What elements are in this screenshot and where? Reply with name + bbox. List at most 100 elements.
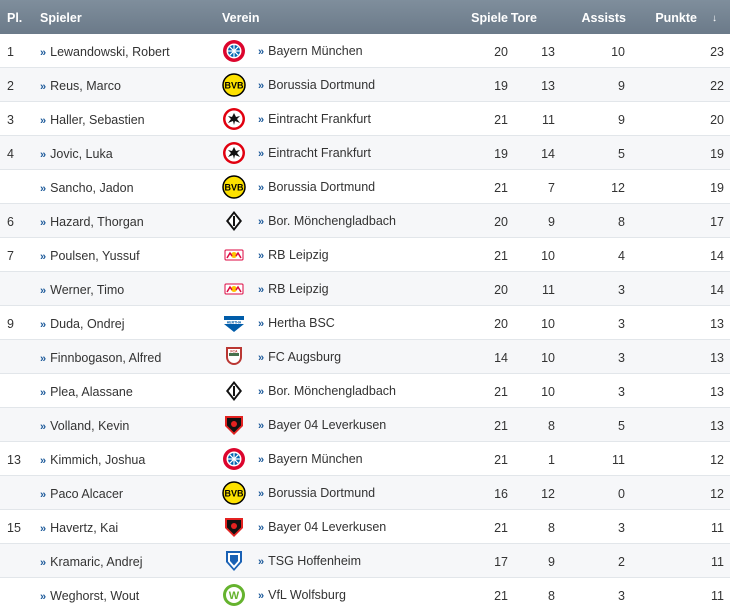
player-name[interactable]: Finnbogason, Alfred: [50, 351, 162, 365]
col-header-points[interactable]: Punkte: [655, 11, 697, 25]
games-cell: 21: [494, 249, 508, 263]
club-link[interactable]: » Borussia Dortmund: [258, 180, 375, 194]
goals-cell: 12: [541, 487, 555, 501]
goals-cell: 8: [548, 589, 555, 603]
club-name[interactable]: Bayer 04 Leverkusen: [268, 418, 387, 432]
club-name[interactable]: Bor. Mönchengladbach: [268, 384, 396, 398]
table-row: 3» Haller, Sebastien» Eintracht Frankfurt 2…: [0, 102, 730, 136]
club-link[interactable]: » Bor. Mönchengladbach: [258, 214, 396, 228]
svg-text:BVB: BVB: [224, 183, 244, 193]
player-link[interactable]: » Reus, Marco: [40, 79, 121, 93]
sort-desc-icon[interactable]: ↓: [712, 13, 717, 24]
club-name[interactable]: Hertha BSC: [268, 316, 335, 330]
club-name[interactable]: Bor. Mönchengladbach: [268, 214, 396, 228]
player-name[interactable]: Hazard, Thorgan: [50, 215, 144, 229]
col-header-player[interactable]: Spieler: [40, 11, 82, 25]
player-name[interactable]: Kramaric, Andrej: [50, 555, 143, 569]
eintracht-icon: [222, 107, 246, 131]
wolfsburg-icon: W: [222, 583, 246, 607]
player-name[interactable]: Poulsen, Yussuf: [50, 249, 140, 263]
player-link[interactable]: » Werner, Timo: [40, 283, 124, 297]
player-name[interactable]: Plea, Alassane: [50, 385, 133, 399]
player-name[interactable]: Volland, Kevin: [50, 419, 130, 433]
leipzig-icon: [222, 243, 246, 267]
club-name[interactable]: Eintracht Frankfurt: [268, 146, 371, 160]
club-name[interactable]: VfL Wolfsburg: [268, 588, 346, 602]
col-header-assists[interactable]: Assists: [581, 11, 626, 25]
player-link[interactable]: » Weghorst, Wout: [40, 589, 139, 603]
player-link[interactable]: » Volland, Kevin: [40, 419, 129, 433]
double-chevron-icon: »: [258, 522, 265, 534]
club-name[interactable]: FC Augsburg: [268, 350, 342, 364]
col-header-goals[interactable]: Tore: [510, 11, 537, 25]
club-link[interactable]: » Borussia Dortmund: [258, 78, 375, 92]
player-link[interactable]: » Havertz, Kai: [40, 521, 118, 535]
rank-cell: 13: [7, 453, 21, 467]
club-link[interactable]: » Eintracht Frankfurt: [258, 146, 371, 160]
player-name[interactable]: Kimmich, Joshua: [50, 453, 146, 467]
player-name[interactable]: Haller, Sebastien: [50, 113, 145, 127]
player-link[interactable]: » Paco Alcacer: [40, 487, 123, 501]
club-link[interactable]: » VfL Wolfsburg: [258, 588, 346, 602]
player-link[interactable]: » Plea, Alassane: [40, 385, 133, 399]
col-header-games[interactable]: Spiele: [471, 11, 508, 25]
player-name[interactable]: Weghorst, Wout: [50, 589, 140, 603]
col-header-rank[interactable]: Pl.: [7, 11, 23, 25]
player-name[interactable]: Sancho, Jadon: [50, 181, 134, 195]
player-link[interactable]: » Kimmich, Joshua: [40, 453, 145, 467]
club-link[interactable]: » Bayern München: [258, 452, 363, 466]
club-link[interactable]: » FC Augsburg: [258, 350, 341, 364]
table-row: » Plea, Alassane» Bor. Mönchengladbach 21 10…: [0, 374, 730, 408]
club-link[interactable]: » Bor. Mönchengladbach: [258, 384, 396, 398]
player-name[interactable]: Reus, Marco: [50, 79, 121, 93]
player-name[interactable]: Paco Alcacer: [50, 487, 124, 501]
table-header: Pl. Spieler Verein Spiele Tore Assists P…: [0, 0, 730, 34]
club-name[interactable]: Bayer 04 Leverkusen: [268, 520, 387, 534]
club-link[interactable]: » Hertha BSC: [258, 316, 335, 330]
club-link[interactable]: » Borussia Dortmund: [258, 486, 375, 500]
club-name[interactable]: Borussia Dortmund: [268, 180, 376, 194]
club-link[interactable]: » Bayer 04 Leverkusen: [258, 520, 386, 534]
club-link[interactable]: » RB Leipzig: [258, 248, 329, 262]
player-name[interactable]: Duda, Ondrej: [50, 317, 125, 331]
player-name[interactable]: Jovic, Luka: [50, 147, 113, 161]
player-link[interactable]: » Finnbogason, Alfred: [40, 351, 161, 365]
games-cell: 20: [494, 317, 508, 331]
club-name[interactable]: Borussia Dortmund: [268, 78, 376, 92]
player-link[interactable]: » Lewandowski, Robert: [40, 45, 170, 59]
games-cell: 20: [494, 283, 508, 297]
club-name[interactable]: Bayern München: [268, 452, 363, 466]
club-link[interactable]: » Eintracht Frankfurt: [258, 112, 371, 126]
goals-cell: 9: [548, 215, 555, 229]
player-name[interactable]: Havertz, Kai: [50, 521, 119, 535]
club-name[interactable]: Bayern München: [268, 44, 363, 58]
col-header-club[interactable]: Verein: [222, 11, 260, 25]
player-name[interactable]: Lewandowski, Robert: [50, 45, 170, 59]
games-cell: 17: [494, 555, 508, 569]
player-link[interactable]: » Hazard, Thorgan: [40, 215, 144, 229]
club-link[interactable]: » Bayern München: [258, 44, 363, 58]
table-row: 6» Hazard, Thorgan» Bor. Mönchengladbach 20…: [0, 204, 730, 238]
goals-cell: 13: [541, 79, 555, 93]
club-link[interactable]: » RB Leipzig: [258, 282, 329, 296]
club-name[interactable]: Eintracht Frankfurt: [268, 112, 371, 126]
club-link[interactable]: » Bayer 04 Leverkusen: [258, 418, 386, 432]
games-cell: 21: [494, 521, 508, 535]
club-name[interactable]: Borussia Dortmund: [268, 486, 376, 500]
table-row: 9» Duda, Ondrej HERTHA» Hertha BSC 20 10 3 13: [0, 306, 730, 340]
player-name[interactable]: Werner, Timo: [50, 283, 125, 297]
player-link[interactable]: » Poulsen, Yussuf: [40, 249, 140, 263]
club-name[interactable]: TSG Hoffenheim: [268, 554, 361, 568]
club-name[interactable]: RB Leipzig: [268, 248, 329, 262]
player-link[interactable]: » Sancho, Jadon: [40, 181, 134, 195]
player-link[interactable]: » Haller, Sebastien: [40, 113, 145, 127]
club-link[interactable]: » TSG Hoffenheim: [258, 554, 361, 568]
hoffenheim-icon: [222, 549, 246, 573]
games-cell: 14: [494, 351, 508, 365]
points-cell: 13: [710, 317, 724, 331]
player-link[interactable]: » Jovic, Luka: [40, 147, 113, 161]
player-link[interactable]: » Duda, Ondrej: [40, 317, 124, 331]
club-name[interactable]: RB Leipzig: [268, 282, 329, 296]
player-link[interactable]: » Kramaric, Andrej: [40, 555, 143, 569]
table-row: 15» Havertz, Kai» Bayer 04 Leverkusen 21 8 3 1…: [0, 510, 730, 544]
